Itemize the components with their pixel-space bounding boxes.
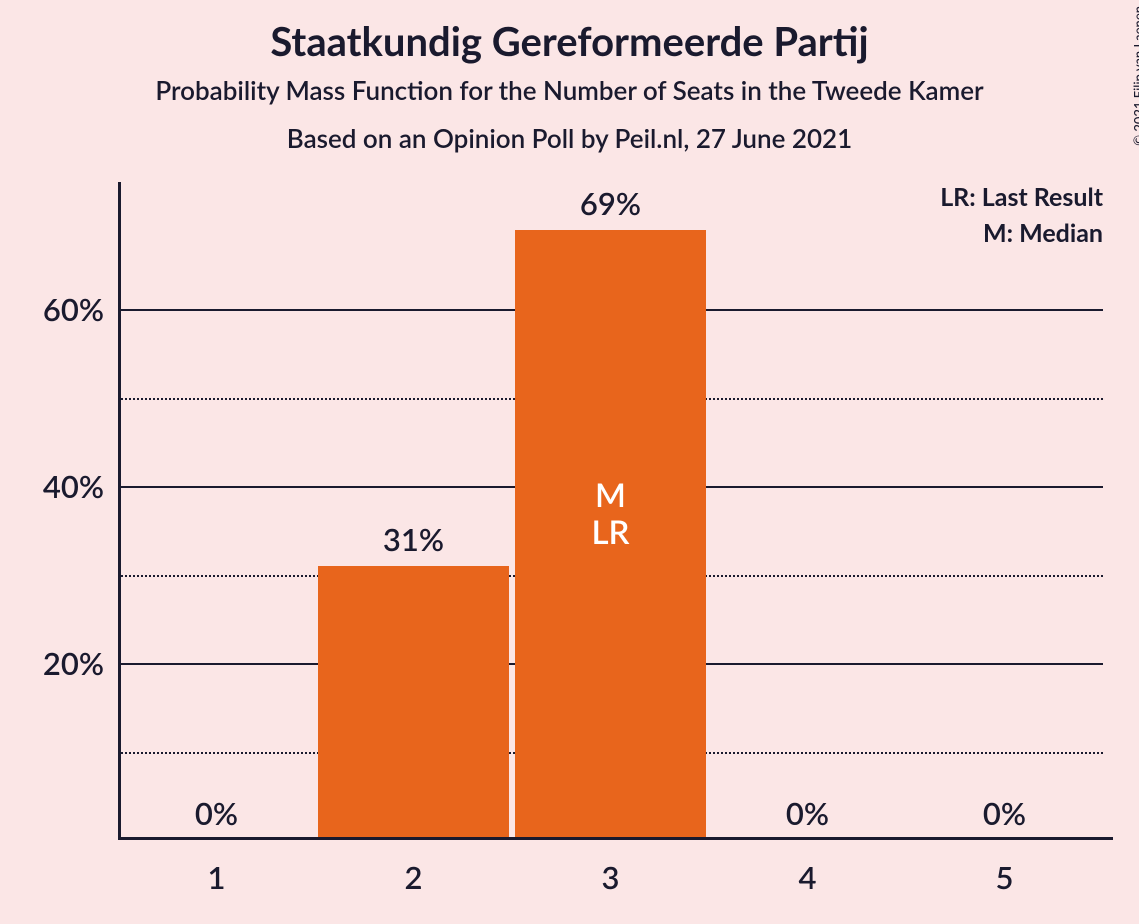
- bar: 31%: [318, 566, 509, 840]
- x-tick-label: 3: [602, 840, 620, 896]
- legend-item: M: Median: [940, 218, 1103, 248]
- bar-value-label: 0%: [786, 794, 829, 840]
- legend-item: LR: Last Result: [940, 182, 1103, 212]
- legend: LR: Last Result M: Median: [940, 182, 1103, 254]
- copyright: © 2021 Filip van Laenen: [1131, 6, 1139, 146]
- chart-subtitle: Probability Mass Function for the Number…: [0, 74, 1139, 108]
- x-tick-label: 4: [799, 840, 817, 896]
- y-axis-line: [118, 182, 121, 840]
- bar-value-label: 69%: [580, 184, 641, 230]
- title-block: Staatkundig Gereformeerde Partij Probabi…: [0, 18, 1139, 154]
- bar-value-label: 0%: [983, 794, 1026, 840]
- chart-subtitle-2: Based on an Opinion Poll by Peil.nl, 27 …: [0, 122, 1139, 154]
- x-tick-label: 2: [405, 840, 423, 896]
- x-axis-line: [118, 837, 1113, 840]
- x-tick-label: 1: [208, 840, 226, 896]
- y-tick-label: 60%: [43, 290, 118, 328]
- bar-value-label: 31%: [383, 520, 444, 566]
- chart-title: Staatkundig Gereformeerde Partij: [0, 18, 1139, 64]
- y-tick-label: 40%: [43, 467, 118, 505]
- bar-annotation: MLR: [592, 477, 630, 550]
- plot-area: 20%40%60%0%131%269%30%40%5MLR: [118, 212, 1103, 840]
- y-tick-label: 20%: [43, 644, 118, 682]
- x-tick-label: 5: [996, 840, 1014, 896]
- bar-value-label: 0%: [195, 794, 238, 840]
